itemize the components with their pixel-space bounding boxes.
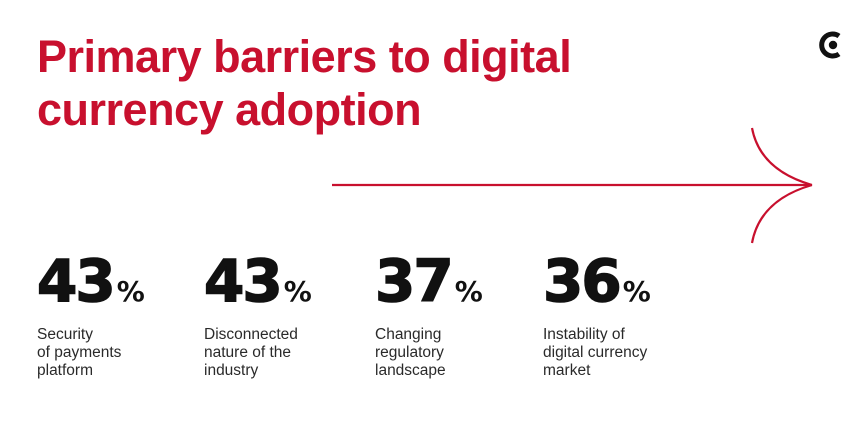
page-title: Primary barriers to digital currency ado… xyxy=(37,31,572,135)
stat-label: Changing regulatory landscape xyxy=(375,326,446,379)
stat-number: 43 xyxy=(203,247,283,315)
arrow-head-upper xyxy=(750,127,813,187)
stat-item: 43% Disconnected nature of the industry xyxy=(203,247,364,380)
stat-value: 43% xyxy=(36,247,197,315)
arrow-head-lower xyxy=(750,183,813,244)
stat-item: 43% Security of payments platform xyxy=(36,247,197,380)
percent-sign: % xyxy=(283,275,312,308)
stat-label: Disconnected nature of the industry xyxy=(204,326,298,379)
stat-value: 36% xyxy=(542,247,703,315)
percent-sign: % xyxy=(622,275,651,308)
stat-value: 43% xyxy=(203,247,364,315)
brand-c-logo-icon xyxy=(819,31,841,59)
stat-value: 37% xyxy=(374,247,535,315)
stat-number: 37 xyxy=(374,247,454,315)
stat-item: 36% Instability of digital currency marke… xyxy=(542,247,703,380)
percent-sign: % xyxy=(454,275,483,308)
stat-label: Security of payments platform xyxy=(37,326,122,379)
stat-number: 43 xyxy=(36,247,116,315)
stat-number: 36 xyxy=(542,247,622,315)
percent-sign: % xyxy=(116,275,145,308)
stat-item: 37% Changing regulatory landscape xyxy=(374,247,535,380)
stat-label: Instability of digital currency market xyxy=(543,326,648,379)
